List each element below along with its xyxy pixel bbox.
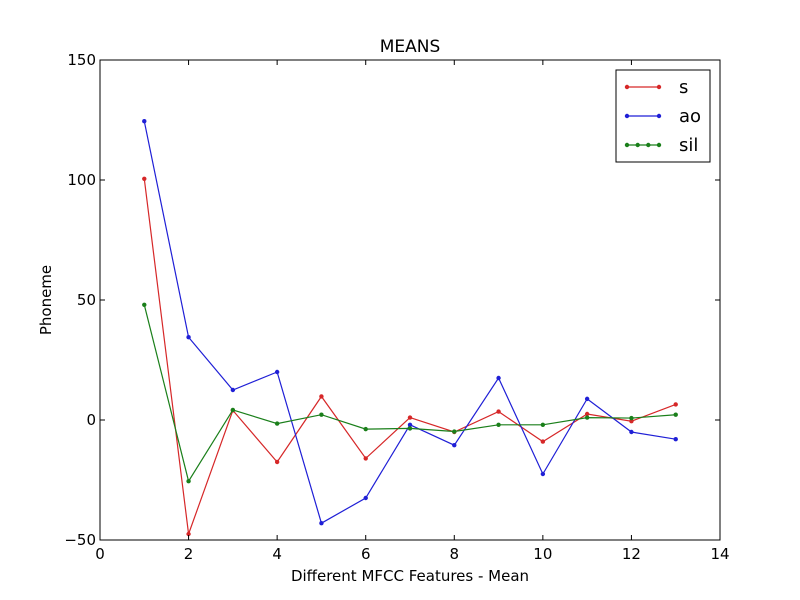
y-tick-label: −50 — [64, 531, 96, 549]
x-tick-label: 14 — [710, 545, 729, 563]
data-point-sil — [142, 302, 147, 307]
data-point-ao — [629, 429, 634, 435]
legend-label-ao: ao — [679, 106, 701, 127]
data-point-s — [274, 459, 280, 465]
y-tick-label: 50 — [77, 291, 96, 309]
data-point-ao — [363, 495, 368, 501]
data-point-sil — [584, 415, 590, 420]
legend-marker-sil — [656, 142, 662, 148]
y-tick-label: 100 — [67, 171, 96, 189]
data-point-ao — [673, 437, 678, 442]
data-point-ao — [407, 422, 413, 427]
data-point-sil — [540, 422, 546, 427]
legend-marker-sil — [635, 142, 640, 148]
y-tick-label: 150 — [67, 51, 96, 69]
data-point-s — [584, 411, 590, 417]
x-tick-label: 0 — [95, 545, 105, 563]
data-point-s — [363, 456, 368, 461]
data-point-ao — [142, 119, 147, 124]
data-point-ao — [540, 471, 546, 477]
legend-marker-s — [656, 84, 662, 90]
data-point-s — [673, 402, 678, 407]
data-point-sil — [186, 479, 191, 484]
data-point-ao — [274, 369, 280, 375]
legend-marker-sil — [646, 142, 651, 148]
series-layer — [142, 119, 678, 537]
x-tick-label: 6 — [361, 545, 371, 563]
data-point-sil — [452, 429, 457, 434]
data-point-ao — [584, 396, 590, 402]
x-tick-label: 12 — [622, 545, 641, 563]
legend-label-s: s — [679, 77, 688, 98]
data-point-s — [540, 439, 546, 444]
data-point-ao — [230, 387, 236, 393]
series-line-ao — [143, 121, 676, 525]
data-point-ao — [186, 335, 191, 340]
data-point-sil — [274, 421, 280, 426]
x-tick-label: 4 — [272, 545, 282, 563]
data-point-s — [496, 409, 501, 414]
legend-marker-ao — [656, 113, 662, 119]
chart-title: MEANS — [380, 37, 441, 57]
data-point-s — [407, 415, 413, 420]
y-tick-label: 0 — [86, 411, 96, 429]
data-point-s — [629, 419, 634, 424]
x-tick-label: 8 — [450, 545, 460, 563]
data-point-sil — [407, 426, 413, 431]
data-point-s — [142, 176, 147, 181]
data-point-ao — [319, 521, 324, 526]
data-point-sil — [496, 422, 501, 427]
data-point-ao — [496, 375, 501, 381]
data-point-sil — [319, 412, 324, 417]
legend-label-sil: sil — [679, 135, 698, 156]
x-tick-label: 10 — [533, 545, 552, 563]
legend: s ao sil — [615, 69, 711, 163]
x-tick-label: 2 — [184, 545, 194, 563]
data-point-sil — [673, 412, 678, 417]
data-point-sil — [230, 407, 236, 413]
x-axis-label: Different MFCC Features - Mean — [291, 567, 529, 585]
data-point-s — [319, 394, 324, 399]
series-line-sil — [143, 304, 676, 483]
plot-frame — [99, 59, 721, 541]
legend-marker-s — [624, 84, 630, 90]
data-point-sil — [363, 426, 368, 432]
y-axis-label: Phoneme — [37, 265, 55, 335]
legend-marker-sil — [624, 142, 630, 148]
data-point-sil — [629, 415, 634, 421]
legend-marker-ao — [624, 113, 630, 119]
series-line-s — [143, 178, 676, 535]
data-point-s — [186, 531, 191, 537]
data-point-ao — [452, 443, 457, 448]
